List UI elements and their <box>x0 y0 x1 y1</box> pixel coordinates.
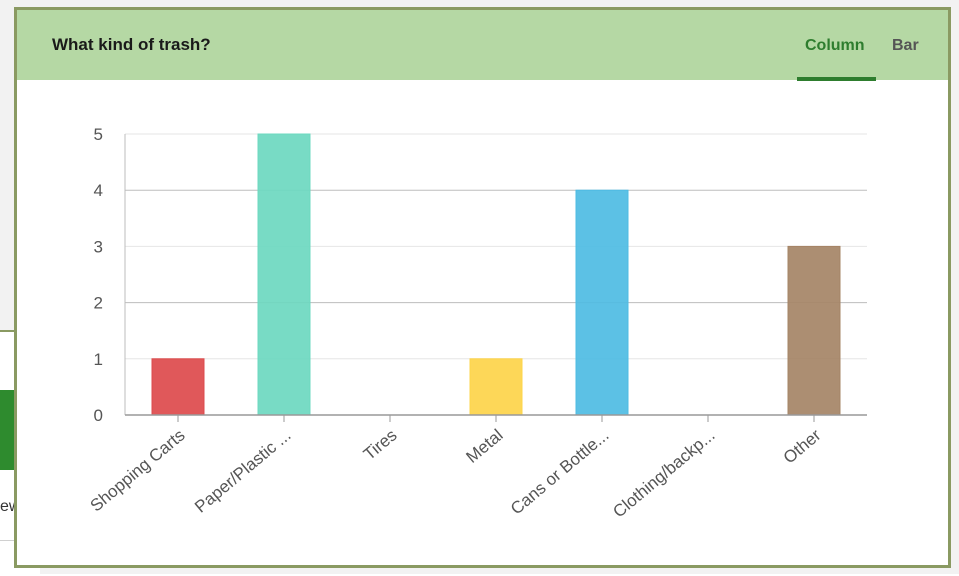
grid-layer <box>125 133 867 360</box>
background-divider <box>0 540 22 541</box>
x-tick-label: Cans or Bottle... <box>507 426 613 519</box>
axis-layer <box>124 134 867 422</box>
chart-panel: What kind of trash? Column Bar 0 1 2 3 4 5 Sho… <box>14 7 951 568</box>
bar-chart: 0 1 2 3 4 5 Shopping Carts Paper/Plastic ... Tir… <box>87 125 867 521</box>
x-tick-label: Metal <box>463 426 507 467</box>
y-tick-label: 1 <box>94 350 103 369</box>
bar <box>787 245 841 416</box>
y-tick-label: 0 <box>94 406 103 425</box>
bar <box>257 133 311 416</box>
bar-layer <box>151 133 841 416</box>
bar <box>469 358 523 416</box>
x-tick-label: Tires <box>360 426 401 464</box>
x-tick-label: Shopping Carts <box>87 426 189 516</box>
y-tick-label: 3 <box>94 237 103 256</box>
panel-header: What kind of trash? Column Bar <box>17 10 948 81</box>
y-tick-label: 4 <box>94 181 103 200</box>
x-tick-label: Other <box>780 425 825 467</box>
active-tab-indicator <box>797 77 876 81</box>
tab-bar[interactable]: Bar <box>892 37 919 54</box>
y-tick-label: 5 <box>94 125 103 144</box>
x-tick-label: Paper/Plastic ... <box>191 426 294 517</box>
y-tick-label: 2 <box>94 294 103 313</box>
bar <box>151 358 205 416</box>
tab-column[interactable]: Column <box>805 37 865 54</box>
label-layer: 0 1 2 3 4 5 Shopping Carts Paper/Plastic ... Tir… <box>87 125 825 521</box>
bar <box>575 189 629 416</box>
panel-title: What kind of trash? <box>52 35 211 54</box>
x-tick-label: Clothing/backp... <box>609 426 718 522</box>
